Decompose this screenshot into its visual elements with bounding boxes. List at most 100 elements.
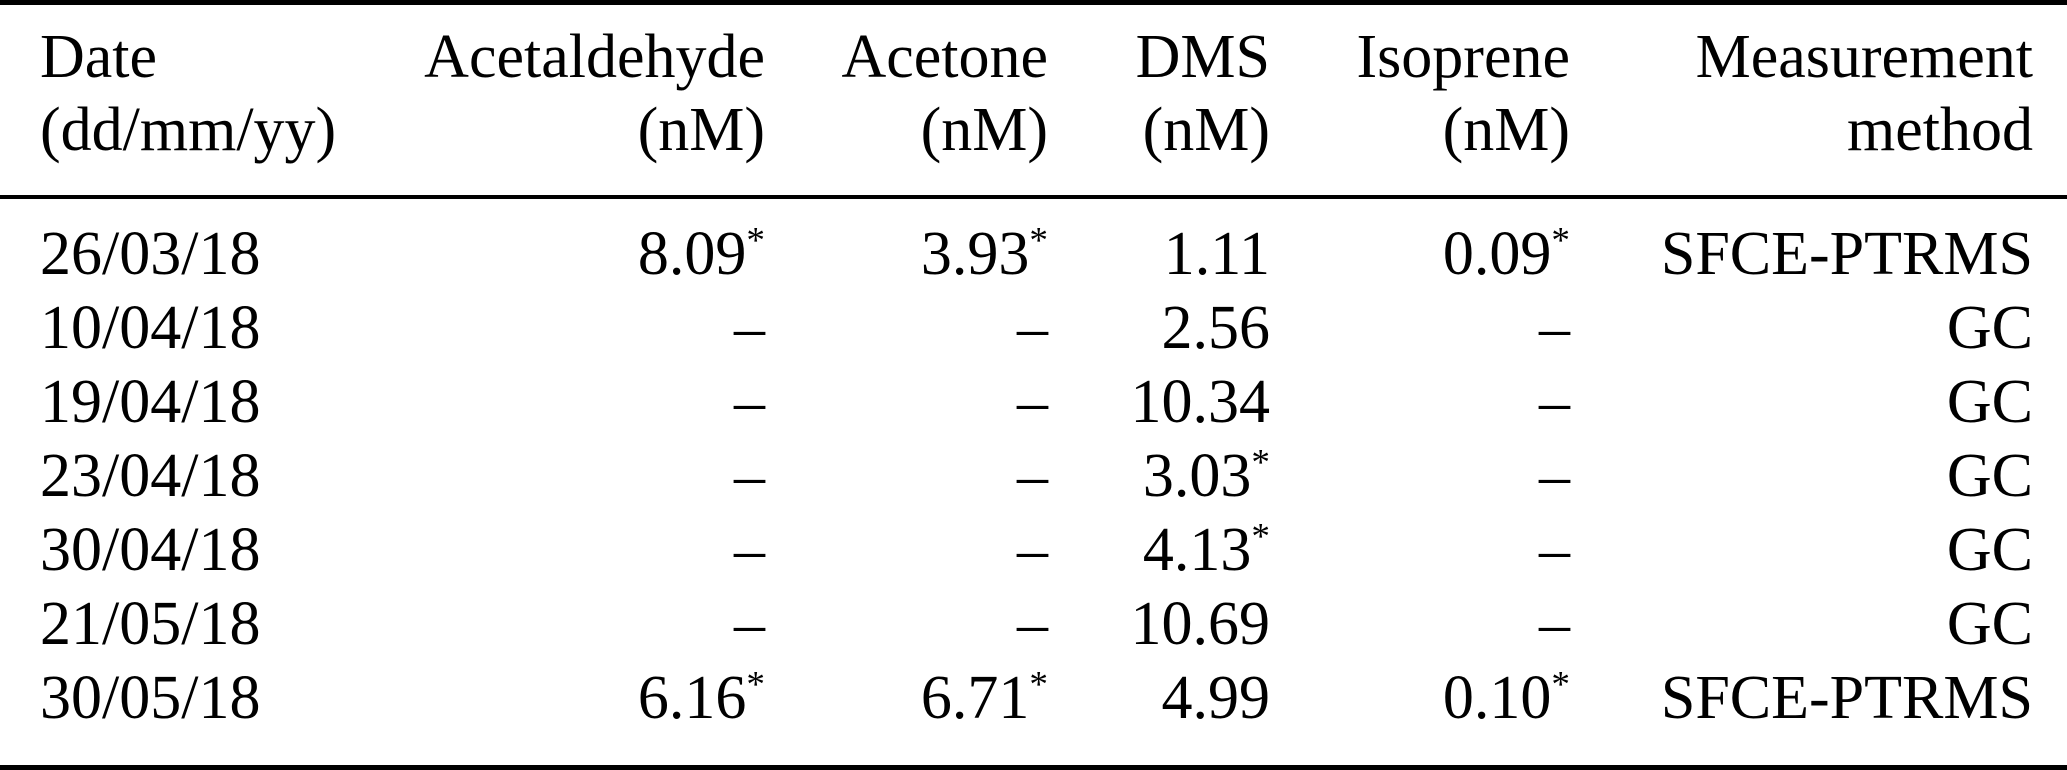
col-header-line2: (nM)	[1442, 96, 1570, 164]
cell-isoprene: 0.09*	[1270, 197, 1570, 291]
cell-value: –	[1017, 590, 1048, 658]
footnote-asterisk: *	[746, 664, 765, 706]
cell-value: 8.09	[637, 220, 747, 288]
footnote-asterisk: *	[1251, 516, 1270, 558]
cell-acetaldehyde: –	[350, 513, 765, 587]
cell-value: –	[1539, 368, 1570, 436]
cell-acetone: 3.93*	[765, 197, 1048, 291]
col-header-method: Measurement method	[1570, 2, 2067, 199]
cell-acetaldehyde: 6.16*	[350, 661, 765, 768]
cell-acetaldehyde: –	[350, 365, 765, 439]
cell-acetone: –	[765, 439, 1048, 513]
table-row: 19/04/18 – – 10.34 – GC	[0, 365, 2067, 439]
cell-value: –	[1017, 368, 1048, 436]
cell-method: SFCE-PTRMS	[1660, 220, 2033, 288]
col-header-line1: Acetone	[841, 23, 1048, 91]
cell-value: –	[1017, 294, 1048, 362]
cell-method: GC	[1946, 590, 2033, 658]
cell-date: 23/04/18	[40, 442, 261, 510]
cell-dms: 4.99	[1048, 661, 1271, 768]
footnote-asterisk: *	[1551, 664, 1570, 706]
cell-value: –	[1539, 516, 1570, 584]
cell-value: –	[734, 442, 765, 510]
cell-value: –	[1017, 442, 1048, 510]
cell-date: 10/04/18	[40, 294, 261, 362]
cell-value: –	[734, 294, 765, 362]
cell-method: GC	[1946, 294, 2033, 362]
col-header-line1: Acetaldehyde	[424, 23, 765, 91]
cell-value: 0.09	[1442, 220, 1552, 288]
cell-dms: 10.34	[1048, 365, 1271, 439]
cell-value: 3.03	[1142, 442, 1252, 510]
table-row: 26/03/18 8.09* 3.93* 1.11 0.09* SFCE-PTR…	[0, 197, 2067, 291]
cell-acetaldehyde: –	[350, 587, 765, 661]
table-row: 23/04/18 – – 3.03* – GC	[0, 439, 2067, 513]
cell-date: 30/04/18	[40, 516, 261, 584]
cell-acetone: –	[765, 365, 1048, 439]
cell-acetone: 6.71*	[765, 661, 1048, 768]
cell-dms: 3.03*	[1048, 439, 1270, 513]
cell-isoprene: –	[1270, 439, 1570, 513]
cell-method: SFCE-PTRMS	[1660, 664, 2033, 732]
cell-value: –	[1539, 442, 1570, 510]
col-header-line2: (nM)	[637, 96, 765, 164]
footnote-asterisk: *	[746, 220, 765, 262]
cell-value: 10.34	[1130, 368, 1271, 436]
cell-value: –	[1539, 294, 1570, 362]
cell-dms: 10.69	[1048, 587, 1271, 661]
col-header-line1: Measurement	[1695, 23, 2033, 91]
cell-acetone: –	[765, 587, 1048, 661]
cell-value: 6.16	[637, 664, 747, 732]
cell-value: –	[734, 516, 765, 584]
col-header-line2: method	[1847, 96, 2033, 164]
col-header-line1: DMS	[1135, 23, 1270, 91]
cell-date: 30/05/18	[40, 664, 261, 732]
cell-method: GC	[1946, 442, 2033, 510]
table-row: 10/04/18 – – 2.56 – GC	[0, 291, 2067, 365]
cell-method: GC	[1946, 368, 2033, 436]
col-header-line1: Isoprene	[1356, 23, 1570, 91]
cell-method: GC	[1946, 516, 2033, 584]
footnote-asterisk: *	[1029, 220, 1048, 262]
table-row: 30/05/18 6.16* 6.71* 4.99 0.10* SFCE-PTR…	[0, 661, 2067, 768]
footnote-asterisk: *	[1029, 664, 1048, 706]
col-header-line2: (dd/mm/yy)	[40, 96, 337, 164]
cell-dms: 1.11	[1048, 197, 1270, 291]
cell-value: 6.71	[920, 664, 1030, 732]
cell-isoprene: –	[1270, 513, 1570, 587]
cell-value: 4.99	[1161, 664, 1271, 732]
cell-value: –	[734, 590, 765, 658]
cell-value: 2.56	[1161, 294, 1271, 362]
cell-date: 26/03/18	[40, 220, 261, 288]
cell-value: 3.93	[920, 220, 1030, 288]
cell-value: –	[1539, 590, 1570, 658]
col-header-acetone: Acetone (nM)	[765, 2, 1048, 199]
table-row: 21/05/18 – – 10.69 – GC	[0, 587, 2067, 661]
col-header-date: Date (dd/mm/yy)	[0, 2, 350, 199]
footnote-asterisk: *	[1251, 442, 1270, 484]
table-row: 30/04/18 – – 4.13* – GC	[0, 513, 2067, 587]
cell-isoprene: 0.10*	[1270, 661, 1570, 768]
cell-acetone: –	[765, 513, 1048, 587]
cell-acetone: –	[765, 291, 1048, 365]
col-header-line2: (nM)	[1142, 96, 1270, 164]
cell-dms: 2.56	[1048, 291, 1271, 365]
footnote-asterisk: *	[1551, 220, 1570, 262]
col-header-acetaldehyde: Acetaldehyde (nM)	[350, 2, 765, 199]
cell-isoprene: –	[1270, 365, 1570, 439]
col-header-dms: DMS (nM)	[1048, 2, 1270, 199]
col-header-isoprene: Isoprene (nM)	[1270, 2, 1570, 199]
col-header-line1: Date	[40, 23, 158, 91]
cell-date: 21/05/18	[40, 590, 261, 658]
cell-acetaldehyde: 8.09*	[350, 197, 765, 291]
cell-isoprene: –	[1270, 291, 1570, 365]
cell-date: 19/04/18	[40, 368, 261, 436]
header-row: Date (dd/mm/yy) Acetaldehyde (nM) Aceton…	[0, 2, 2067, 199]
cell-value: 1.11	[1163, 220, 1270, 288]
cell-acetaldehyde: –	[350, 291, 765, 365]
cell-value: 10.69	[1130, 590, 1271, 658]
cell-dms: 4.13*	[1048, 513, 1270, 587]
col-header-line2: (nM)	[920, 96, 1048, 164]
cell-value: 0.10	[1442, 664, 1552, 732]
